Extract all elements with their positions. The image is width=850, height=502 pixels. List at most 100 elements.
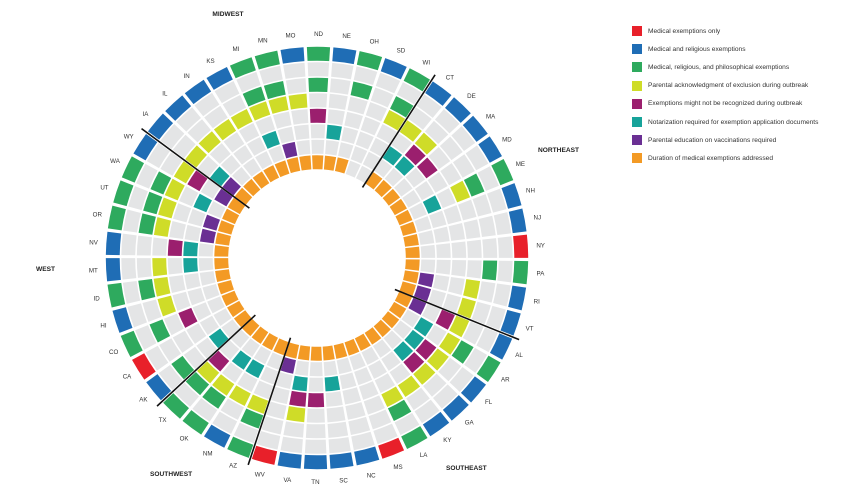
state-label-ut: UT bbox=[100, 184, 108, 191]
legend-swatch bbox=[632, 117, 642, 128]
cell-nd-ring-3 bbox=[309, 108, 327, 123]
cell-az-ring-1 bbox=[266, 352, 284, 370]
state-label-al: AL bbox=[515, 352, 523, 359]
cell-ak-ring-1 bbox=[221, 319, 240, 338]
cell-ct-ring-2 bbox=[382, 146, 403, 166]
cell-nm-ring-6 bbox=[212, 411, 238, 434]
cell-de-ring-2 bbox=[394, 156, 415, 176]
cell-wy-ring-0 bbox=[227, 197, 246, 215]
cell-wi-ring-4 bbox=[383, 110, 406, 131]
cell-nc-ring-5 bbox=[348, 416, 371, 435]
cell-ma-ring-2 bbox=[405, 167, 426, 188]
cell-wi-ring-7 bbox=[403, 68, 431, 92]
legend-item-parental-education: Parental education on vaccinations requi… bbox=[632, 131, 842, 149]
cell-nd-ring-0 bbox=[312, 155, 324, 170]
cell-nj-ring-3 bbox=[448, 223, 466, 241]
cell-az-ring-6 bbox=[233, 422, 259, 444]
cell-wy-ring-5 bbox=[160, 152, 183, 176]
cell-ga-ring-6 bbox=[433, 384, 458, 409]
cell-ri-ring-7 bbox=[508, 285, 527, 311]
state-label-ma: MA bbox=[486, 113, 496, 120]
cell-ok-ring-5 bbox=[202, 386, 226, 409]
state-label-fl: FL bbox=[485, 399, 493, 406]
cell-nj-ring-5 bbox=[478, 215, 496, 238]
cell-fl-ring-5 bbox=[438, 357, 462, 382]
cell-mn-ring-0 bbox=[286, 157, 301, 174]
cell-ak-ring-5 bbox=[171, 355, 195, 380]
cell-ne-ring-7 bbox=[332, 47, 357, 65]
cell-tn-ring-4 bbox=[306, 408, 325, 423]
cell-wy-ring-2 bbox=[200, 179, 221, 199]
cell-sc-ring-0 bbox=[322, 345, 335, 361]
cell-tx-ring-7 bbox=[163, 393, 189, 419]
cell-nc-ring-4 bbox=[345, 402, 366, 420]
cell-ny-ring-3 bbox=[451, 241, 467, 258]
cell-in-ring-4 bbox=[213, 119, 237, 141]
cell-va-ring-0 bbox=[297, 345, 311, 361]
cell-ky-ring-5 bbox=[406, 387, 430, 411]
cell-id-ring-2 bbox=[184, 273, 201, 290]
cell-wy-ring-1 bbox=[214, 188, 233, 207]
cell-oh-ring-2 bbox=[341, 127, 359, 145]
region-label-northeast: NORTHEAST bbox=[538, 147, 579, 154]
cell-mo-ring-3 bbox=[291, 109, 309, 125]
cell-mi-ring-5 bbox=[242, 86, 266, 107]
cell-tn-ring-0 bbox=[310, 346, 322, 361]
cell-me-ring-0 bbox=[395, 209, 413, 226]
cell-sd-ring-5 bbox=[370, 87, 394, 108]
cell-sd-ring-0 bbox=[345, 160, 361, 178]
cell-ga-ring-3 bbox=[403, 352, 425, 373]
legend-swatch bbox=[632, 62, 642, 73]
state-label-va: VA bbox=[283, 477, 292, 484]
state-label-me: ME bbox=[516, 161, 525, 168]
cell-ms-ring-0 bbox=[344, 338, 360, 356]
legend-label: Duration of medical exemptions addressed bbox=[648, 154, 773, 162]
cell-wv-ring-0 bbox=[285, 342, 300, 359]
cell-oh-ring-6 bbox=[353, 66, 378, 86]
cell-wa-ring-6 bbox=[136, 163, 158, 189]
cell-ga-ring-2 bbox=[393, 341, 414, 361]
cell-wa-ring-7 bbox=[121, 156, 145, 183]
cell-il-ring-4 bbox=[198, 131, 221, 154]
state-label-ga: GA bbox=[465, 419, 475, 426]
cell-ri-ring-4 bbox=[463, 279, 481, 299]
cell-va-ring-5 bbox=[283, 421, 305, 438]
cell-ms-ring-7 bbox=[378, 437, 405, 459]
cell-nc-ring-0 bbox=[333, 342, 348, 359]
cell-vt-ring-2 bbox=[428, 289, 446, 308]
cell-il-ring-5 bbox=[187, 119, 211, 143]
cell-mo-ring-2 bbox=[293, 124, 310, 141]
cell-or-ring-1 bbox=[199, 228, 216, 244]
cell-ak-ring-0 bbox=[233, 310, 252, 328]
cell-ks-ring-6 bbox=[214, 80, 240, 104]
state-label-co: CO bbox=[109, 349, 118, 356]
cell-ky-ring-7 bbox=[422, 411, 450, 437]
state-label-in: IN bbox=[184, 73, 190, 80]
cell-ky-ring-1 bbox=[372, 339, 391, 358]
cell-mo-ring-7 bbox=[280, 47, 305, 64]
cell-ar-ring-4 bbox=[439, 332, 461, 355]
cell-vt-ring-4 bbox=[457, 297, 476, 319]
cell-la-ring-3 bbox=[374, 373, 396, 393]
state-label-ri: RI bbox=[534, 299, 540, 306]
state-label-mt: MT bbox=[89, 268, 98, 275]
cell-hi-ring-1 bbox=[202, 284, 220, 300]
cell-de-ring-3 bbox=[404, 144, 426, 166]
state-label-vt: VT bbox=[526, 326, 534, 333]
cell-vt-ring-6 bbox=[486, 305, 506, 330]
cell-va-ring-4 bbox=[286, 406, 306, 423]
cell-me-ring-2 bbox=[422, 195, 442, 214]
cell-tn-ring-7 bbox=[303, 454, 328, 470]
cell-ky-ring-0 bbox=[364, 327, 382, 345]
cell-ct-ring-3 bbox=[391, 133, 413, 154]
legend-item-medical-religious: Medical and religious exemptions bbox=[632, 40, 842, 58]
cell-ar-ring-1 bbox=[401, 309, 420, 328]
state-label-ca: CA bbox=[123, 374, 132, 381]
legend-item-parental-ack: Parental acknowledgment of exclusion dur… bbox=[632, 77, 842, 95]
cell-ri-ring-2 bbox=[433, 274, 450, 292]
legend-swatch bbox=[632, 135, 642, 146]
cell-mt-ring-2 bbox=[183, 258, 198, 273]
region-divider-3 bbox=[156, 314, 256, 407]
cell-pa-ring-5 bbox=[482, 260, 498, 281]
cell-ky-ring-6 bbox=[414, 399, 440, 424]
